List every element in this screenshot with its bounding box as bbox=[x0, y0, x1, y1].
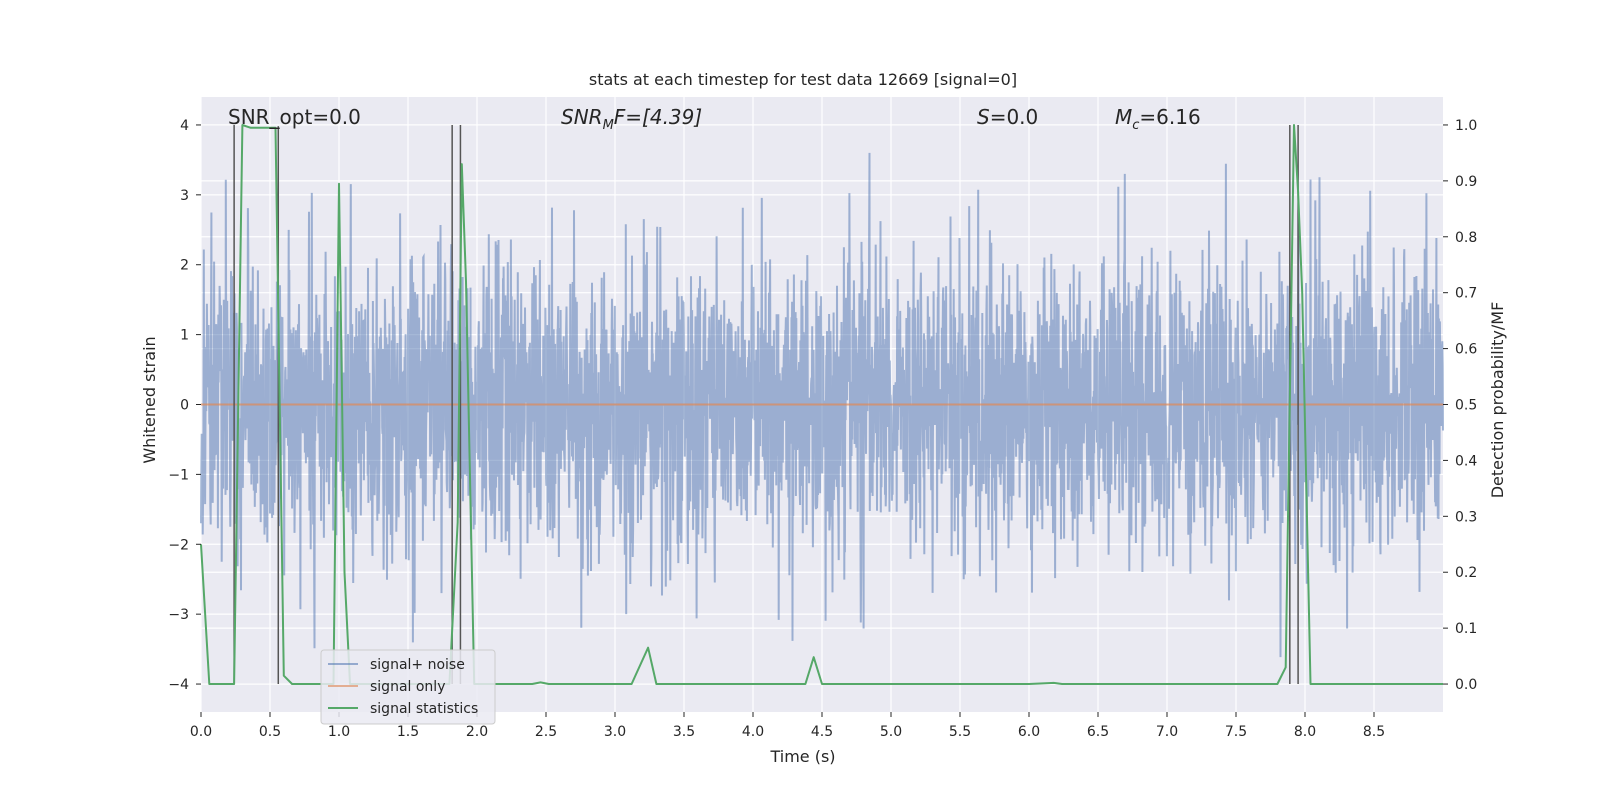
x-tick-label: 2.5 bbox=[535, 724, 557, 740]
legend-box bbox=[320, 649, 496, 725]
annotation-mc-sub: c bbox=[1132, 118, 1139, 133]
chart-title: stats at each timestep for test data 126… bbox=[589, 70, 1017, 89]
x-tick-label: 7.0 bbox=[1156, 724, 1178, 740]
x-tick-label: 1.5 bbox=[397, 724, 419, 740]
annotation-snr-mf: SNRMF=[4.39] bbox=[561, 105, 702, 133]
legend-label-signal-statistics: signal statistics bbox=[370, 701, 478, 717]
x-tick-label: 0.5 bbox=[259, 724, 281, 740]
x-tick-label: 7.5 bbox=[1225, 724, 1247, 740]
noise-line bbox=[200, 152, 1444, 658]
x-tick-label: 1.0 bbox=[328, 724, 350, 740]
annotation-mc-main: M bbox=[1115, 105, 1132, 129]
annotation-s: S=0.0 bbox=[977, 105, 1038, 129]
y-tick-label: 2 bbox=[180, 258, 189, 274]
y-tick-label: −3 bbox=[168, 607, 189, 623]
annotation-mc-tail: =6.16 bbox=[1139, 105, 1200, 129]
y-tick-label: −2 bbox=[168, 537, 189, 553]
x-tick-label: 0.0 bbox=[190, 724, 212, 740]
x-tick-label: 8.5 bbox=[1363, 724, 1385, 740]
y-tick-label: −1 bbox=[168, 467, 189, 483]
y-right-tick-label: 0.2 bbox=[1455, 565, 1477, 581]
x-tick-label: 5.5 bbox=[949, 724, 971, 740]
annotation-s-tail: =0.0 bbox=[990, 105, 1039, 129]
annotation-snr-mf-main: SNR bbox=[561, 105, 603, 129]
annotation-snr-mf-sub: M bbox=[603, 118, 614, 133]
x-tick-label: 4.5 bbox=[811, 724, 833, 740]
x-tick-label: 6.5 bbox=[1087, 724, 1109, 740]
x-tick-label: 3.5 bbox=[673, 724, 695, 740]
y-tick-label: 1 bbox=[180, 328, 189, 344]
x-tick-label: 5.0 bbox=[880, 724, 902, 740]
legend-label-signal-only: signal only bbox=[370, 679, 445, 695]
axes: 0.0 0.5 1.0 1.5 2.0 2.5 3.0 3.5 4.0 4.5 5.0 5.5 6.0 6… bbox=[168, 118, 1477, 740]
y-right-tick-label: 0.3 bbox=[1455, 509, 1477, 525]
annotation-snr-mf-tail: F=[4.39] bbox=[614, 105, 702, 129]
y-right-tick-label: 0.1 bbox=[1455, 621, 1477, 637]
y-tick-label: 0 bbox=[180, 398, 189, 414]
y-axis-label: Whitened strain bbox=[140, 336, 159, 463]
series-signal-noise bbox=[200, 152, 1444, 658]
series-signal-statistics bbox=[200, 124, 1443, 685]
y-tick-label: 4 bbox=[180, 118, 189, 134]
legend: signal+ noise signal only signal statist… bbox=[320, 649, 496, 725]
legend-label-signal-noise: signal+ noise bbox=[370, 657, 465, 673]
annotation-s-main: S bbox=[977, 105, 990, 129]
y-right-tick-label: 0.9 bbox=[1455, 174, 1477, 190]
x-tick-label: 6.0 bbox=[1018, 724, 1040, 740]
y-axis-right-label: Detection probability/MF bbox=[1488, 302, 1507, 499]
y-right-tick-label: 0.8 bbox=[1455, 230, 1477, 246]
x-tick-label: 8.0 bbox=[1294, 724, 1316, 740]
y-right-tick-label: 0.4 bbox=[1455, 453, 1477, 469]
x-axis-label: Time (s) bbox=[769, 747, 835, 766]
y-tick-label: −4 bbox=[168, 677, 189, 693]
stats-line bbox=[200, 124, 1443, 685]
y-right-tick-label: 1.0 bbox=[1455, 118, 1477, 134]
y-right-tick-label: 0.6 bbox=[1455, 342, 1477, 358]
y-tick-label: 3 bbox=[180, 188, 189, 204]
x-tick-label: 4.0 bbox=[742, 724, 764, 740]
x-tick-label: 3.0 bbox=[604, 724, 626, 740]
x-tick-label: 2.0 bbox=[466, 724, 488, 740]
y-right-tick-label: 0.5 bbox=[1455, 398, 1477, 414]
annotation-mc: Mc=6.16 bbox=[1115, 105, 1201, 133]
y-right-tick-label: 0.7 bbox=[1455, 286, 1477, 302]
y-right-tick-label: 0.0 bbox=[1455, 677, 1477, 693]
annotation-snr-opt: SNR_opt=0.0 bbox=[228, 105, 361, 129]
